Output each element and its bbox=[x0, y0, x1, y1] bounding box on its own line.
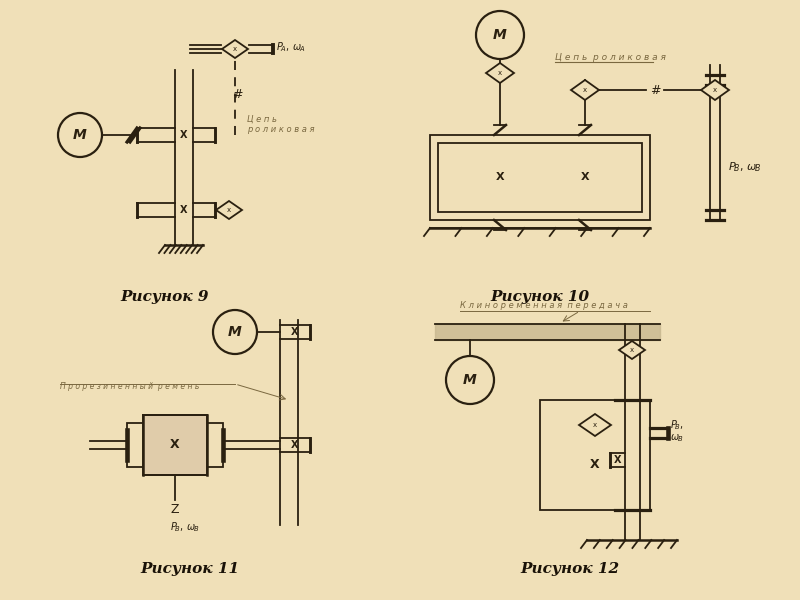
Text: M: M bbox=[73, 128, 87, 142]
Bar bbox=[438, 143, 642, 212]
Text: M: M bbox=[493, 28, 507, 42]
Polygon shape bbox=[579, 414, 611, 436]
Text: X: X bbox=[581, 173, 590, 182]
Text: К л и н о р е м е н н а я  п е р е д а ч а: К л и н о р е м е н н а я п е р е д а ч … bbox=[460, 301, 628, 310]
Circle shape bbox=[213, 310, 257, 354]
Polygon shape bbox=[222, 40, 248, 58]
Text: M: M bbox=[463, 373, 477, 387]
Polygon shape bbox=[486, 63, 514, 83]
Circle shape bbox=[476, 11, 524, 59]
Polygon shape bbox=[619, 341, 645, 359]
Text: x: x bbox=[233, 46, 237, 52]
Text: #: # bbox=[650, 83, 660, 97]
Text: Ц е п ь
р о л и к о в а я: Ц е п ь р о л и к о в а я bbox=[247, 115, 314, 134]
Polygon shape bbox=[571, 80, 599, 100]
Bar bbox=[143, 415, 207, 475]
Bar bbox=[127, 423, 223, 467]
Text: M: M bbox=[228, 325, 242, 339]
Text: X: X bbox=[180, 205, 188, 215]
Text: П р о р е з и н е н н ы й  р е м е н ь: П р о р е з и н е н н ы й р е м е н ь bbox=[60, 382, 199, 391]
Text: #: # bbox=[232, 88, 242, 101]
Text: $P_{\!B},\,\omega_{\!B}$: $P_{\!B},\,\omega_{\!B}$ bbox=[728, 161, 762, 175]
Text: x: x bbox=[583, 87, 587, 93]
Text: X: X bbox=[291, 440, 298, 450]
Bar bbox=[540, 400, 650, 510]
Text: Z: Z bbox=[170, 503, 179, 516]
Polygon shape bbox=[701, 80, 729, 100]
Text: X: X bbox=[614, 455, 622, 465]
Text: Рисунок 10: Рисунок 10 bbox=[490, 290, 590, 304]
Text: X: X bbox=[180, 130, 188, 140]
Text: $P_{\!B},\,\omega_{\!B}$: $P_{\!B},\,\omega_{\!B}$ bbox=[170, 520, 200, 534]
Text: $\omega_{\!B}$: $\omega_{\!B}$ bbox=[670, 432, 683, 444]
Text: X: X bbox=[170, 439, 180, 451]
Text: Рисунок 11: Рисунок 11 bbox=[141, 562, 239, 576]
Text: Ц е п ь  р о л и к о в а я: Ц е п ь р о л и к о в а я bbox=[555, 53, 666, 62]
Text: x: x bbox=[713, 87, 717, 93]
Circle shape bbox=[58, 113, 102, 157]
Text: X: X bbox=[590, 458, 600, 472]
Circle shape bbox=[446, 356, 494, 404]
Text: $P_{\!A},\,\omega_{\!A}$: $P_{\!A},\,\omega_{\!A}$ bbox=[276, 40, 306, 54]
Polygon shape bbox=[216, 201, 242, 219]
Text: X: X bbox=[291, 327, 298, 337]
Text: X: X bbox=[496, 173, 504, 182]
Text: x: x bbox=[593, 422, 597, 428]
Text: Рисунок 9: Рисунок 9 bbox=[121, 290, 210, 304]
Text: x: x bbox=[227, 207, 231, 213]
Text: x: x bbox=[630, 347, 634, 353]
Text: $P_{\!B},$: $P_{\!B},$ bbox=[670, 418, 684, 432]
Text: Рисунок 12: Рисунок 12 bbox=[521, 562, 619, 576]
Bar bbox=[430, 135, 650, 220]
Text: x: x bbox=[498, 70, 502, 76]
